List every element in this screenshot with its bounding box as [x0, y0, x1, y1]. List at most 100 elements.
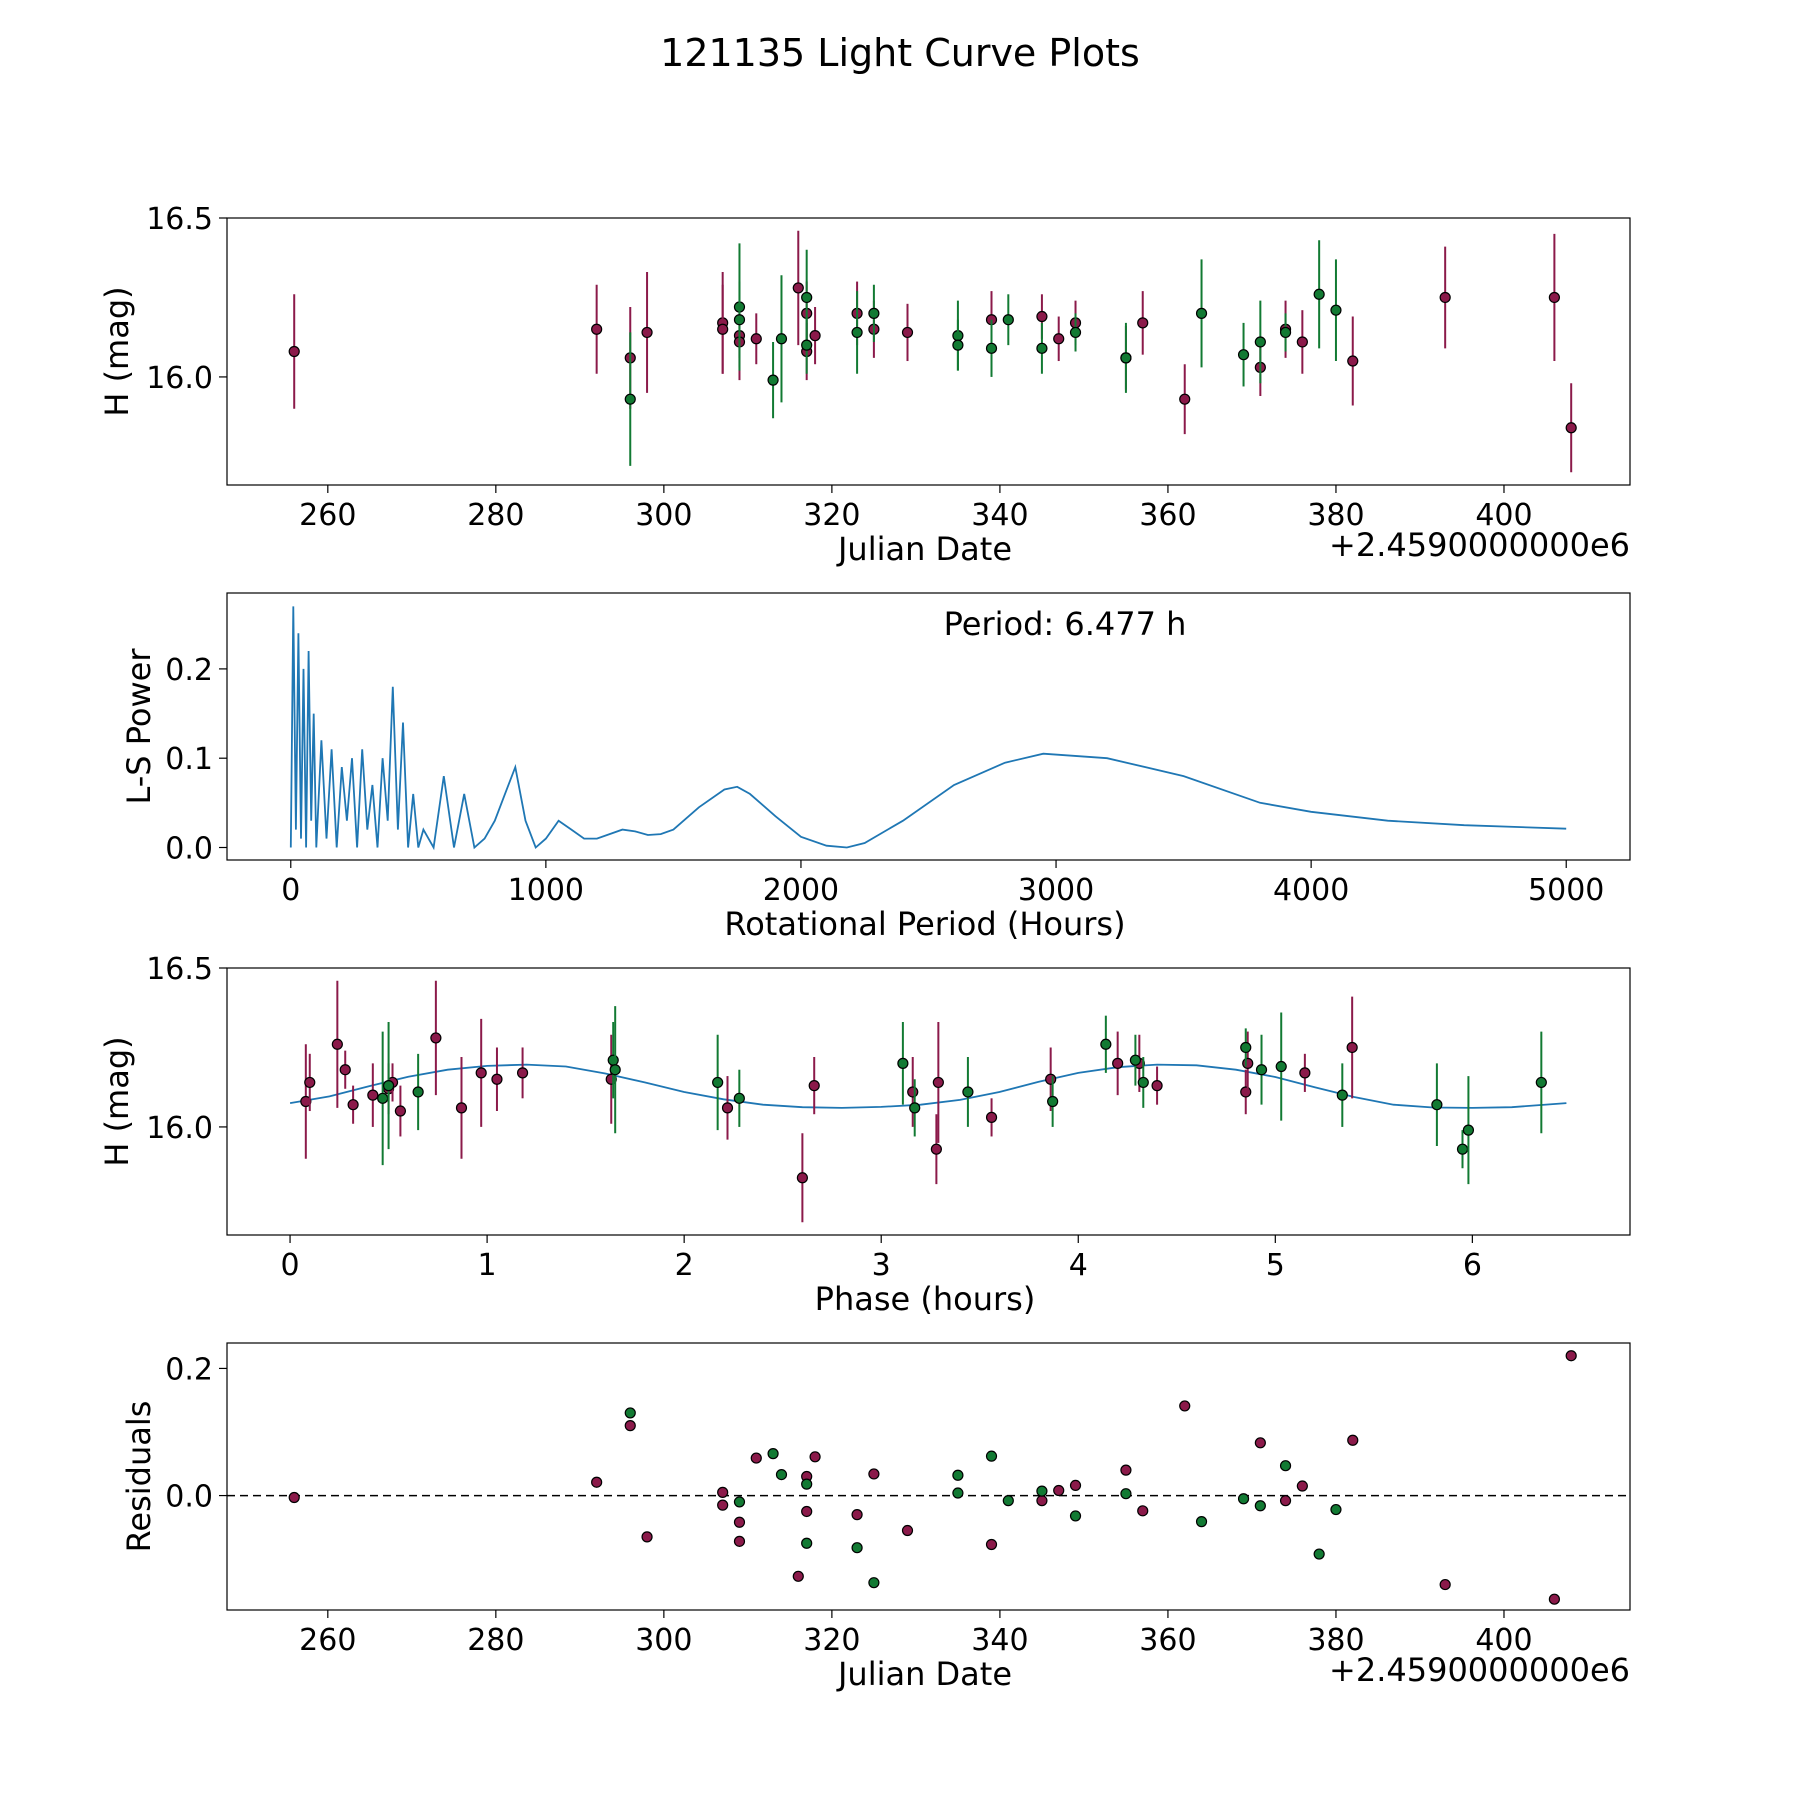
data-point-green	[1456, 1143, 1469, 1155]
data-point-magenta	[430, 1032, 442, 1044]
data-point-magenta	[901, 326, 914, 339]
data-point-green	[1237, 1493, 1250, 1505]
data-point-green	[1330, 304, 1342, 316]
data-point-magenta	[907, 1086, 919, 1098]
data-point-green	[733, 314, 746, 326]
data-point-green	[1047, 1095, 1059, 1108]
data-point-magenta	[1137, 1505, 1149, 1517]
data-point-magenta	[1151, 1080, 1163, 1092]
data-point-green	[1100, 1038, 1112, 1050]
panel-phased: 0 1 2 3 4 5 6 16.0 16.5 Phase (hours) H (mag)	[98, 952, 1631, 1318]
data-point-green	[775, 1468, 788, 1481]
data-point-green	[1254, 336, 1266, 348]
data-point-green	[868, 1577, 880, 1589]
data-point-green	[382, 1080, 395, 1092]
x-tick-label: 380	[1307, 1623, 1364, 1658]
data-point-magenta	[932, 1076, 944, 1089]
data-point-green	[1431, 1099, 1443, 1111]
x-tick-label: 5	[1266, 1248, 1285, 1283]
data-point-green	[1330, 1503, 1342, 1516]
data-point-magenta	[591, 1476, 603, 1488]
data-point-magenta	[733, 1535, 746, 1547]
data-point-magenta	[721, 1102, 734, 1114]
data-point-green	[1336, 1089, 1348, 1101]
data-point-green	[775, 333, 788, 345]
panel-residuals: 260 280 300 320 340 360 380 400 0.0 0.2 Julian Dat…	[120, 1342, 1631, 1693]
data-point-magenta	[809, 1451, 821, 1463]
data-point-magenta	[304, 1076, 316, 1089]
x-offset-label: +2.4590000000e6	[1329, 526, 1630, 564]
x-tick-label: 1	[478, 1248, 497, 1283]
data-point-magenta	[1242, 1057, 1254, 1069]
data-point-magenta	[851, 1509, 863, 1521]
data-point-green	[1255, 1064, 1268, 1076]
data-point-magenta	[347, 1099, 359, 1111]
data-point-magenta	[1069, 1479, 1082, 1492]
data-point-green	[1462, 1124, 1475, 1136]
y-axis-label: H (mag)	[98, 1036, 136, 1166]
data-point-green	[1279, 1460, 1292, 1472]
data-point-magenta	[733, 1516, 746, 1528]
x-tick-label: 1000	[508, 873, 584, 908]
data-point-green	[733, 1496, 746, 1508]
x-tick-label: 2	[675, 1248, 694, 1283]
y-tick-label: 0.0	[165, 1480, 213, 1515]
data-point-magenta	[1279, 1495, 1292, 1507]
data-point-green	[962, 1086, 974, 1098]
axes-frame	[226, 592, 1631, 861]
y-axis-label: L-S Power	[120, 648, 158, 805]
data-point-green	[1240, 1041, 1252, 1054]
data-point-magenta	[1299, 1067, 1311, 1079]
x-tick-label: 260	[299, 498, 356, 533]
data-point-magenta	[801, 1505, 813, 1518]
data-point-magenta	[475, 1067, 487, 1079]
data-point-magenta	[930, 1143, 942, 1155]
data-point-green	[897, 1057, 909, 1069]
x-tick-label: 380	[1307, 498, 1364, 533]
y-axis-label: H (mag)	[98, 286, 136, 416]
data-point-green	[624, 393, 636, 405]
data-point-magenta	[1346, 1041, 1358, 1054]
data-point-magenta	[1254, 1437, 1266, 1449]
x-axis-label: Julian Date	[836, 1655, 1012, 1693]
data-point-magenta	[717, 1499, 729, 1511]
data-point-magenta	[1053, 333, 1065, 345]
panel-periodogram: 0 1000 2000 3000 4000 5000 0.0 0.1 0.2 Rotational…	[120, 592, 1631, 943]
axes-frame	[226, 967, 1631, 1236]
data-point-magenta	[1179, 393, 1191, 405]
x-tick-label: 340	[971, 498, 1028, 533]
x-tick-label: 360	[1139, 1623, 1196, 1658]
data-point-magenta	[331, 1038, 343, 1050]
data-point-magenta	[394, 1105, 407, 1117]
data-point-green	[985, 1450, 998, 1462]
data-point-green	[801, 1478, 813, 1490]
data-point-magenta	[641, 1531, 653, 1543]
data-point-magenta	[985, 1111, 998, 1123]
data-point-green	[985, 342, 998, 354]
data-point-magenta	[1296, 336, 1308, 348]
data-point-magenta	[1548, 291, 1560, 304]
data-point-magenta	[1347, 1434, 1359, 1446]
panel-lightcurve: 260 280 300 320 340 360 380 400 16.0 16.5 Julian D…	[98, 202, 1631, 568]
data-point-magenta	[1053, 1484, 1065, 1497]
data-point-magenta	[1548, 1593, 1560, 1605]
data-point-green	[1275, 1060, 1287, 1073]
data-point-magenta	[1036, 1495, 1048, 1507]
data-point-magenta	[1296, 1480, 1308, 1492]
data-point-green	[952, 1487, 964, 1499]
data-point-magenta	[1439, 1578, 1451, 1591]
x-tick-label: 360	[1139, 498, 1196, 533]
data-point-green	[851, 326, 863, 339]
data-point-magenta	[750, 1452, 762, 1464]
y-tick-label: 16.5	[146, 952, 213, 987]
data-point-green	[909, 1102, 921, 1114]
data-point-magenta	[1565, 1350, 1577, 1362]
data-point-magenta	[1120, 1464, 1132, 1476]
data-point-magenta	[516, 1067, 529, 1079]
data-point-green	[609, 1064, 621, 1076]
data-point-magenta	[1112, 1057, 1124, 1069]
y-tick-label: 0.1	[165, 742, 213, 777]
x-tick-label: 340	[971, 1623, 1028, 1658]
data-point-magenta	[1179, 1400, 1191, 1412]
axes-frame	[226, 217, 1631, 486]
